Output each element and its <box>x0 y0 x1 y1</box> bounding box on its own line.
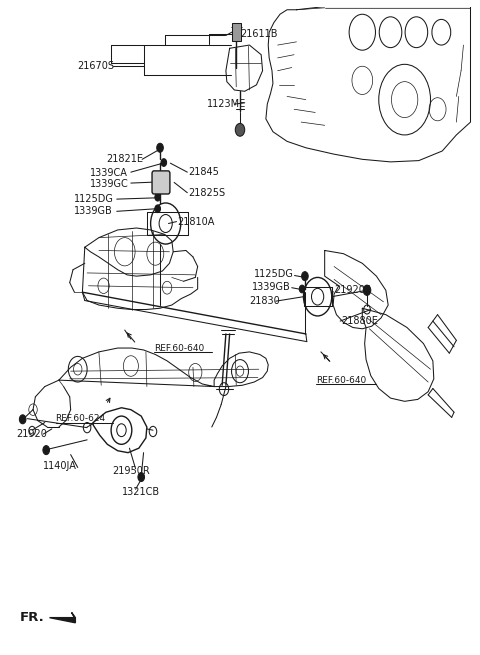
Circle shape <box>235 123 245 136</box>
Circle shape <box>155 193 160 201</box>
Text: REF.60-624: REF.60-624 <box>56 414 106 423</box>
Text: 1125DG: 1125DG <box>74 194 114 204</box>
Text: 21821E: 21821E <box>106 155 143 164</box>
Polygon shape <box>49 612 75 623</box>
Text: REF.60-640: REF.60-640 <box>316 375 366 384</box>
Text: 1339GB: 1339GB <box>252 282 290 292</box>
Text: 21830: 21830 <box>250 295 280 305</box>
Circle shape <box>157 143 163 152</box>
Text: 1339GB: 1339GB <box>74 206 113 216</box>
Text: 1339CA: 1339CA <box>90 168 128 178</box>
Circle shape <box>301 272 308 280</box>
Text: 1123ME: 1123ME <box>207 99 246 109</box>
Circle shape <box>155 205 160 213</box>
FancyBboxPatch shape <box>152 171 170 194</box>
Text: 21670S: 21670S <box>78 61 115 71</box>
Text: FR.: FR. <box>20 611 45 624</box>
Text: REF.60-640: REF.60-640 <box>155 343 204 352</box>
Text: 1140JA: 1140JA <box>43 461 77 471</box>
Circle shape <box>299 285 305 293</box>
Text: 1321CB: 1321CB <box>122 487 160 497</box>
Circle shape <box>43 445 49 455</box>
Circle shape <box>19 415 26 424</box>
Text: 1125DG: 1125DG <box>254 269 294 279</box>
Circle shape <box>138 472 144 481</box>
Text: 21950R: 21950R <box>112 466 150 476</box>
Text: 21810A: 21810A <box>178 217 215 227</box>
Text: 21880E: 21880E <box>341 316 378 326</box>
Text: 21920F: 21920F <box>334 286 371 295</box>
Circle shape <box>161 159 167 166</box>
Circle shape <box>363 285 371 295</box>
Text: 21611B: 21611B <box>240 29 277 39</box>
Text: 21845: 21845 <box>188 167 219 177</box>
Bar <box>231 22 241 41</box>
Text: 21920: 21920 <box>16 429 48 439</box>
Text: 1339GC: 1339GC <box>90 179 129 189</box>
Text: 21825S: 21825S <box>188 188 226 198</box>
